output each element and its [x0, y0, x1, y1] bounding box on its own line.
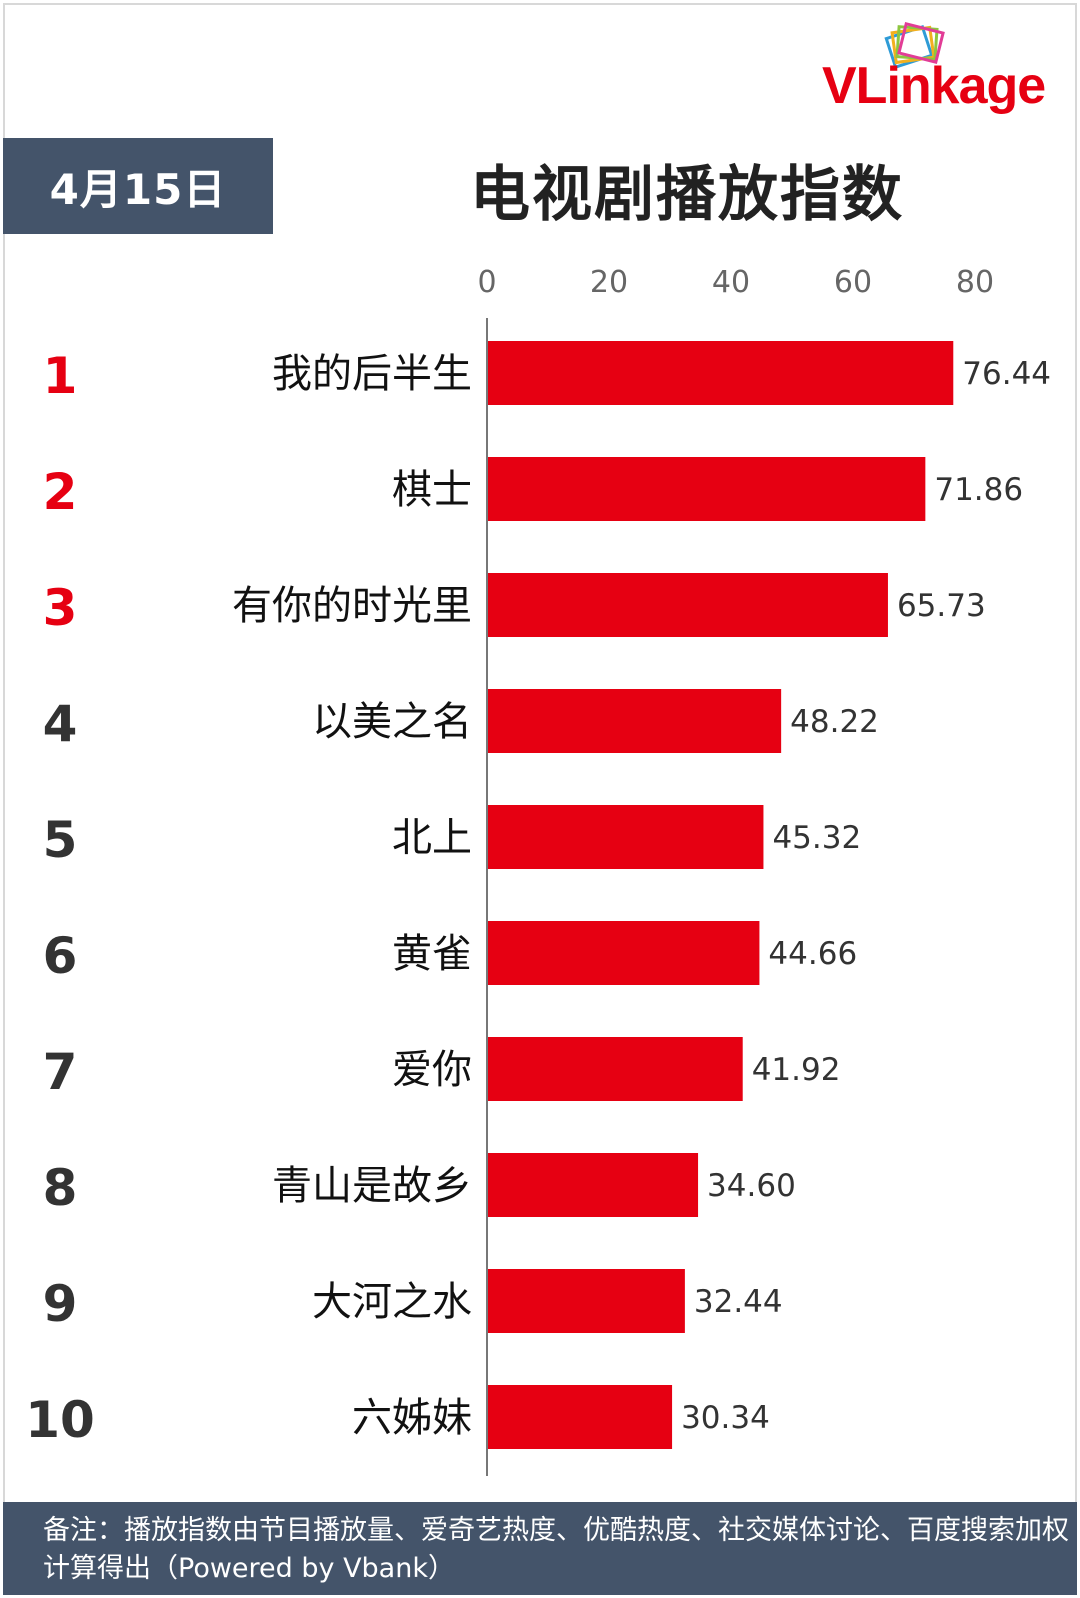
rank-number: 9 [43, 1275, 78, 1333]
rank-number: 10 [25, 1391, 95, 1449]
drama-name-label: 有你的时光里 [232, 583, 472, 629]
rank-number: 4 [43, 695, 78, 753]
bar-value-label: 65.73 [897, 588, 986, 624]
bar-value-label: 30.34 [681, 1400, 770, 1436]
rank-number: 6 [43, 927, 78, 985]
bar [488, 457, 926, 521]
x-tick-label: 60 [834, 265, 872, 300]
rank-number: 7 [43, 1043, 78, 1101]
bar-value-label: 76.44 [962, 356, 1051, 392]
drama-name-label: 六姊妹 [352, 1395, 472, 1441]
bar-value-label: 45.32 [772, 820, 861, 856]
rank-number: 2 [43, 463, 78, 521]
rank-number: 8 [43, 1159, 78, 1217]
rank-number: 1 [43, 347, 78, 405]
drama-name-label: 黄雀 [392, 931, 472, 977]
bar-value-label: 71.86 [934, 472, 1023, 508]
bar [488, 1385, 673, 1449]
drama-name-label: 大河之水 [312, 1279, 472, 1325]
logo-text: VLinkage [822, 57, 1046, 115]
x-tick-label: 0 [477, 265, 496, 300]
drama-name-label: 棋士 [392, 467, 472, 513]
bar [488, 805, 764, 869]
drama-name-label: 北上 [392, 815, 472, 861]
x-tick-label: 80 [956, 265, 994, 300]
bar [488, 921, 760, 985]
bar-value-label: 32.44 [694, 1284, 783, 1320]
drama-name-label: 以美之名 [312, 699, 472, 745]
date-badge: 4月15日 [3, 138, 273, 234]
rank-number: 5 [43, 811, 78, 869]
page-title: 电视剧播放指数 [470, 160, 904, 230]
bar [488, 689, 782, 753]
drama-name-label: 我的后半生 [272, 351, 472, 397]
drama-name-label: 爱你 [392, 1047, 472, 1093]
x-tick-label: 20 [590, 265, 628, 300]
chart-rows: 1 我的后半生 76.44 2 棋士 71.86 3 有你的时光里 65.73 4 以美之名 48.2… [25, 341, 1051, 1449]
bar [488, 1037, 743, 1101]
bar [488, 573, 888, 637]
bar [488, 341, 954, 405]
bar-value-label: 48.22 [790, 704, 879, 740]
bar-value-label: 41.92 [752, 1052, 841, 1088]
bar [488, 1153, 699, 1217]
bar-chart: 0 20 40 60 80 1 我的后半生 76.44 2 棋士 71.86 3 有你的时光里 65.7… [25, 265, 1051, 1476]
bar-value-label: 44.66 [768, 936, 857, 972]
footer-note: 备注：播放指数由节目播放量、爱奇艺热度、优酷热度、社交媒体讨论、百度搜索加权计算… [3, 1502, 1077, 1595]
rank-number: 3 [43, 579, 78, 637]
logo-frames-icon [884, 22, 945, 70]
drama-name-label: 青山是故乡 [272, 1163, 472, 1209]
bar [488, 1269, 685, 1333]
x-tick-label: 40 [712, 265, 750, 300]
x-axis-ticks: 0 20 40 60 80 [477, 265, 994, 300]
vlinkage-logo: VLinkage [822, 22, 1072, 122]
bar-value-label: 34.60 [707, 1168, 796, 1204]
